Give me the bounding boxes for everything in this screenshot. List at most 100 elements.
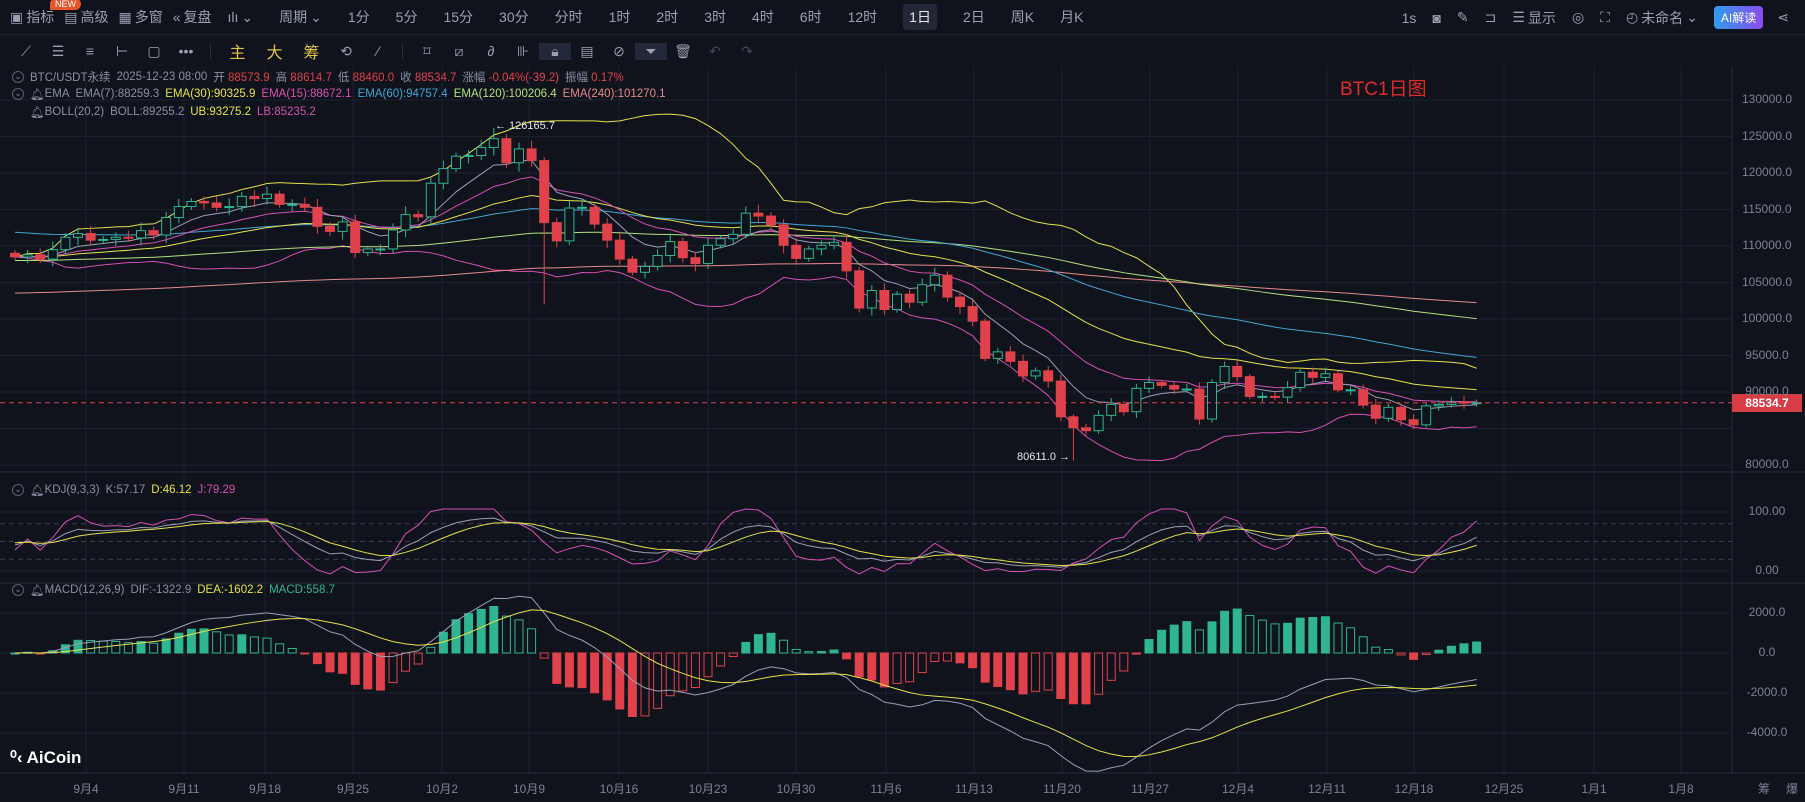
bell-icon[interactable]: 🔔︎ (30, 89, 45, 101)
macd-histogram-bar (1459, 643, 1469, 654)
fullscreen-icon[interactable]: ⛶ (1600, 9, 1610, 25)
candles-icon: ılı (227, 9, 239, 25)
macd-tick-label: 0.0 (1758, 645, 1776, 659)
indicators-button[interactable]: ▣ 指标 (10, 7, 54, 27)
date-tick-label: 10月23 (688, 782, 728, 796)
candle-body (287, 203, 298, 206)
collapse-icon[interactable]: ⌄ (12, 584, 24, 596)
period-dropdown[interactable]: 周期 ⌄ (279, 7, 322, 27)
period-14[interactable]: 月K (1060, 9, 1084, 25)
candle-body (1282, 387, 1293, 398)
period-11[interactable]: 1日 (903, 4, 937, 30)
horizontal-line-icon[interactable]: ⊢ (115, 42, 129, 59)
camera-icon[interactable]: ◙ (1432, 9, 1441, 26)
period-12[interactable]: 2日 (962, 9, 985, 25)
bell-icon[interactable]: 🔔︎ (30, 485, 45, 497)
candle-body (1396, 406, 1406, 421)
brush-icon[interactable]: ⁄ (376, 43, 380, 59)
chart-type-dropdown[interactable]: ılı ⌄ (228, 9, 254, 26)
link-icon[interactable]: ⊘ (613, 42, 625, 59)
period-10[interactable]: 12时 (847, 9, 878, 25)
k-value: K:57.17 (105, 484, 146, 496)
candle-body (1181, 388, 1192, 391)
date-tick-label: 9月4 (73, 782, 99, 796)
boll-lb-value: LB:85235.2 (256, 106, 316, 118)
collapse-icon[interactable]: ⌄ (12, 71, 24, 83)
candle-body (98, 238, 109, 241)
multi-window-button[interactable]: ▦ 多窗 (118, 7, 162, 27)
macd-histogram-bar (703, 652, 713, 678)
macd-histogram-bar (879, 652, 889, 688)
refresh-rate[interactable]: 1s (1401, 9, 1417, 26)
period-5[interactable]: 1时 (608, 9, 631, 25)
rectangle-icon[interactable]: ▢ (147, 42, 161, 59)
period-3[interactable]: 30分 (499, 9, 529, 25)
candle-body (1194, 388, 1205, 420)
template-icon[interactable]: ▤ (580, 42, 594, 59)
candle-body (1244, 376, 1255, 397)
price-tick-label: 80000.0 (1745, 457, 1789, 471)
macd-dif-line (14, 595, 1477, 772)
macd-histogram-bar (653, 652, 663, 709)
kdj-d-line (14, 521, 1477, 567)
bookmark-icon[interactable]: ⊐ (1484, 9, 1497, 25)
boll-label: BOLL(20,2) (44, 106, 105, 118)
macd-histogram-bar (1232, 608, 1242, 654)
candle-body (47, 249, 58, 260)
replay-button[interactable]: «复盘 (173, 7, 212, 27)
candle-body (22, 254, 33, 258)
candle-body (577, 206, 587, 209)
fib-lines-icon[interactable]: ≡ (85, 43, 95, 59)
period-1[interactable]: 5分 (395, 9, 418, 25)
period-9[interactable]: 6时 (799, 9, 822, 25)
ema-legend: ⌄ 🔔︎ EMA EMA(7):88259.3 EMA(30):90325.9 E… (12, 87, 666, 101)
macd-histogram-bar (527, 628, 537, 654)
trash-icon[interactable]: 🗑︎ (674, 42, 692, 59)
magnet-icon[interactable]: ∂ (487, 43, 495, 59)
layout-dropdown[interactable]: ◴ 未命名 ⌄ (1626, 8, 1698, 28)
bell-icon[interactable]: 🔔︎ (30, 585, 45, 597)
period-8[interactable]: 4时 (752, 9, 774, 25)
collapse-icon[interactable]: ⌄ (12, 88, 24, 100)
ai-interpret-button[interactable]: AI解读 (1713, 6, 1764, 29)
period-0[interactable]: 1分 (347, 9, 370, 25)
parallel-lines-icon[interactable]: ☰ (51, 42, 65, 59)
redo-icon[interactable]: ↷ (741, 42, 753, 59)
more-tools-icon[interactable]: ••• (178, 43, 194, 59)
sync-icon[interactable]: ⟲ (340, 42, 352, 59)
period-13[interactable]: 周K (1010, 9, 1035, 25)
settings-icon[interactable]: ◎ (1571, 9, 1585, 25)
macd-histogram-bar (905, 652, 915, 683)
pen-icon[interactable]: ✎ (1456, 9, 1469, 25)
display-button[interactable]: ☰ 显示 (1512, 8, 1556, 28)
liquidation-toggle[interactable]: 爆 (1785, 782, 1799, 796)
bell-icon[interactable]: 🔔︎ (30, 107, 45, 119)
note-icon[interactable]: ⌑ (423, 42, 431, 59)
period-7[interactable]: 3时 (704, 9, 726, 25)
macd-histogram-bar (968, 652, 978, 669)
main-force-button[interactable]: 主 (229, 45, 246, 62)
chips-toggle[interactable]: 筹 (1757, 782, 1771, 796)
period-4[interactable]: 分时 (554, 9, 583, 25)
chips-button[interactable]: 筹 (303, 45, 320, 62)
macd-histogram-bar (1119, 652, 1129, 672)
undo-icon[interactable]: ↶ (709, 42, 721, 59)
candle-body (438, 168, 449, 184)
share-icon[interactable]: ⋖ (1777, 9, 1789, 25)
filter-icon[interactable]: ⏷ (635, 42, 667, 60)
advanced-button[interactable]: ▤ 高级 (64, 7, 108, 27)
candle-body (463, 154, 474, 157)
period-2[interactable]: 15分 (443, 9, 474, 25)
advanced-label: 高级 (80, 9, 109, 25)
big-order-button[interactable]: 大 (266, 45, 283, 62)
line-tool-icon[interactable]: ⟋ (21, 42, 31, 59)
period-6[interactable]: 2时 (656, 9, 679, 25)
high-marker: ← 126165.7 (495, 120, 555, 132)
lock-icon[interactable]: 🔒︎ (539, 42, 571, 60)
date-tick-label: 9月25 (336, 782, 370, 796)
measure-icon[interactable]: ⊪ (516, 42, 530, 59)
candle-body (854, 270, 865, 309)
collapse-icon[interactable]: ⌄ (12, 484, 24, 496)
ruler-icon[interactable]: ⧄ (454, 42, 464, 59)
